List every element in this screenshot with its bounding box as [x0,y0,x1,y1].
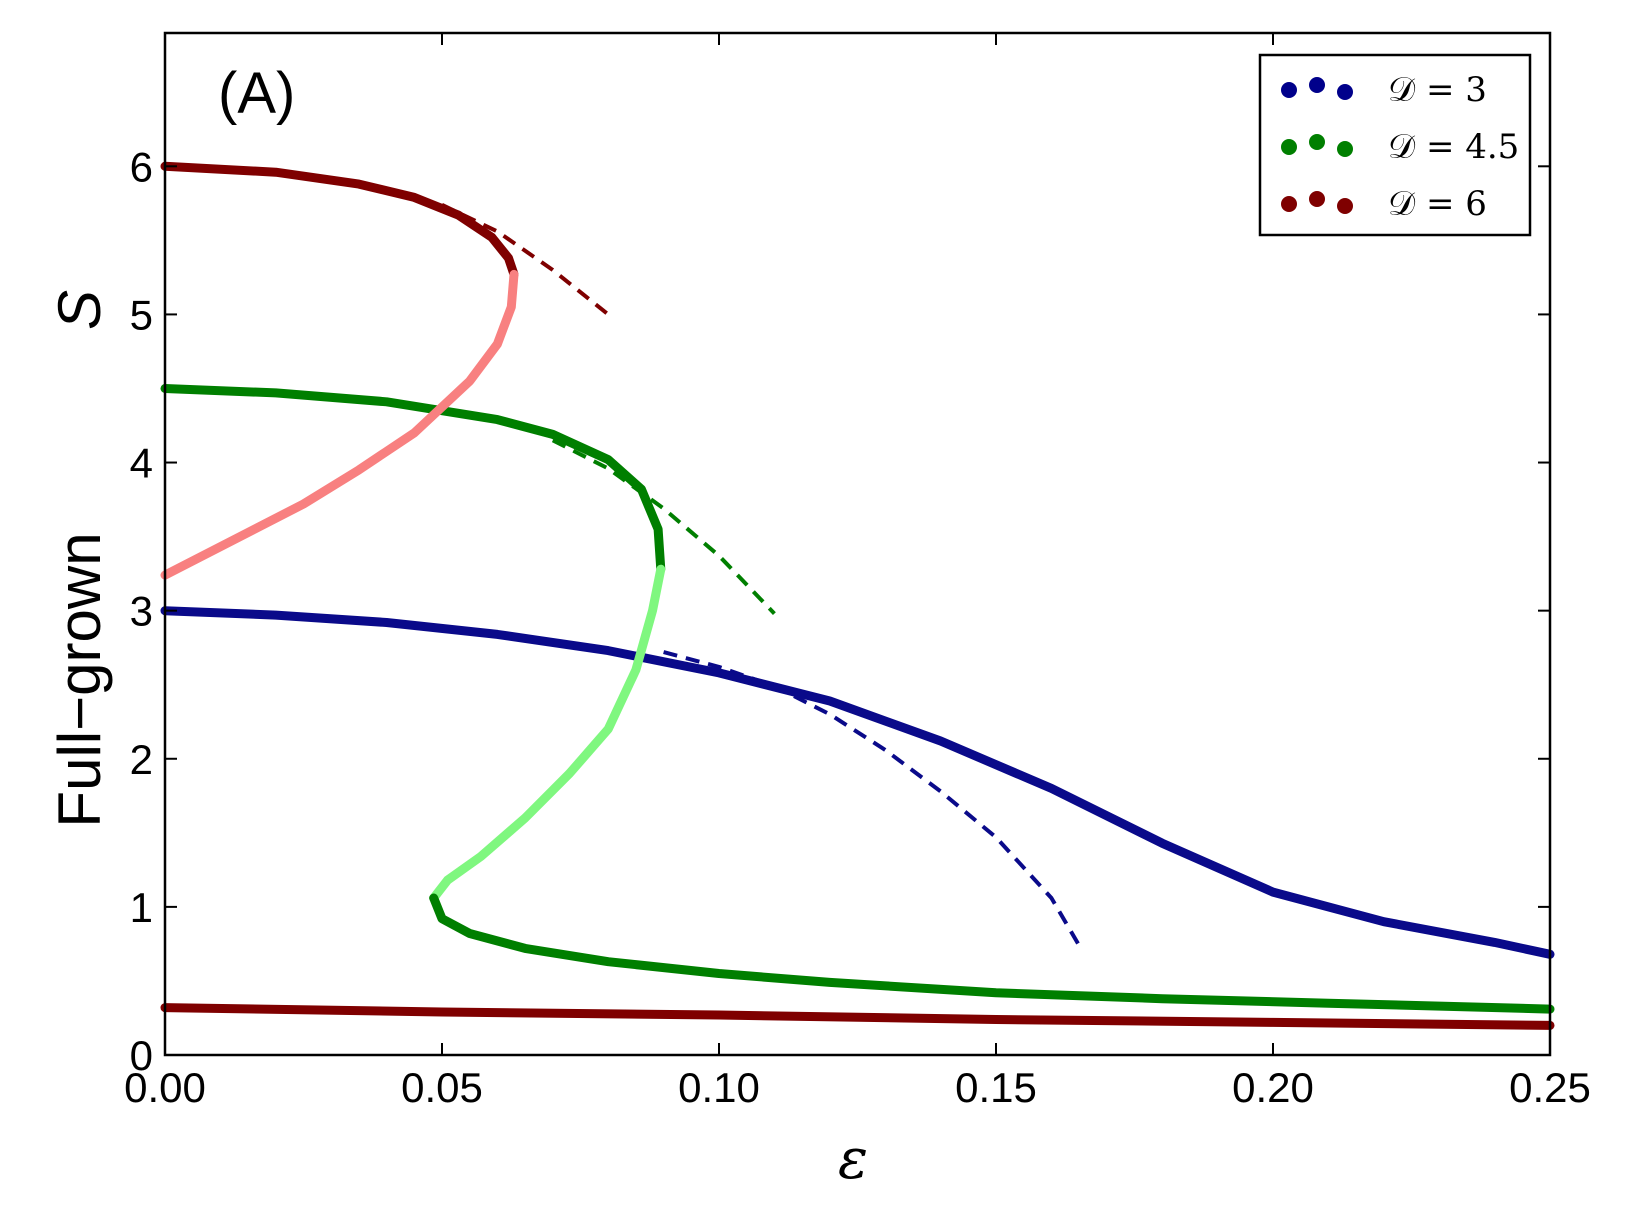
legend: 𝒟 = 3 𝒟 = 4.5 𝒟 = 6 [1258,53,1532,237]
x-tick-label: 0.20 [1232,1064,1314,1111]
x-axis-label: ε [838,1127,868,1192]
y-tick-label: 0 [130,1032,153,1079]
series-line-d-3-approximation [663,650,1081,947]
y-axis-label-text: Full−grown [46,532,113,827]
legend-marker [1337,198,1353,214]
x-tick-label: 0.00 [124,1064,206,1111]
y-axis-label: Full−grown S [46,290,113,828]
legend-label: 𝒟 = 3 [1388,70,1487,110]
x-tick-label: 0.10 [678,1064,760,1111]
series-line-d-6-stable-lower [160,1003,1555,1030]
legend-marker [1309,134,1325,150]
legend-marker [1309,191,1325,207]
legend-marker [1309,77,1325,93]
y-tick-label: 1 [130,884,153,931]
legend-box [1258,53,1532,237]
y-tick-label: 5 [130,291,153,338]
x-tick-label: 0.05 [401,1064,483,1111]
plot-frame [163,31,1552,1057]
legend-entry: 𝒟 = 4.5 [1281,127,1519,167]
legend-marker [1281,139,1297,155]
y-tick-label: 4 [130,440,153,487]
series-line-d-6-unstable [160,269,519,580]
x-tick-label: 0.25 [1509,1064,1591,1111]
legend-marker [1281,196,1297,212]
series-line-d-6-approximation [441,202,610,316]
y-tick-label: 6 [130,143,153,190]
series-line-d-4-5-approximation [551,438,776,615]
series-line-d-4-5-stable-lower [429,893,1555,1014]
legend-label: 𝒟 = 6 [1388,184,1487,224]
series-line-d-3-stable [160,606,1555,959]
legend-marker [1337,141,1353,157]
series-line-d-6-stable-upper [160,161,519,279]
series-line-d-4-5-unstable [429,564,666,903]
legend-label: 𝒟 = 4.5 [1388,127,1519,167]
series-layer [160,161,1555,1030]
legend-entry: 𝒟 = 6 [1281,184,1487,224]
panel-label: (A) [218,61,295,126]
series-line-d-4-5-stable-upper [160,384,666,574]
y-tick-label: 2 [130,736,153,783]
y-axis-label-symbol: S [46,290,113,330]
x-tick-label: 0.15 [955,1064,1037,1111]
legend-marker [1281,82,1297,98]
ticks-layer: 0.00 0.05 0.10 0.15 0.20 0.25 0 1 2 3 4 5 6 [124,33,1591,1111]
legend-entry: 𝒟 = 3 [1281,70,1487,110]
legend-marker [1337,84,1353,100]
y-tick-label: 3 [130,588,153,635]
